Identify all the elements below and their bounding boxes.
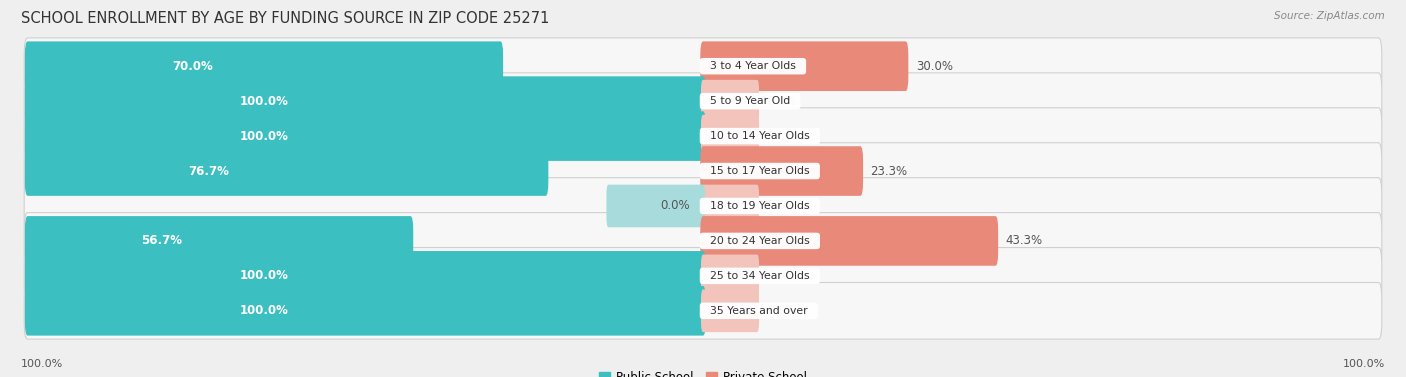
FancyBboxPatch shape xyxy=(702,80,759,123)
FancyBboxPatch shape xyxy=(25,76,706,126)
Text: 0.0%: 0.0% xyxy=(659,199,689,213)
FancyBboxPatch shape xyxy=(25,286,706,336)
FancyBboxPatch shape xyxy=(24,143,1382,199)
FancyBboxPatch shape xyxy=(24,178,1382,234)
Text: 43.3%: 43.3% xyxy=(1005,234,1043,247)
Text: 100.0%: 100.0% xyxy=(239,269,288,282)
Text: 0.0%: 0.0% xyxy=(768,304,797,317)
FancyBboxPatch shape xyxy=(606,185,704,227)
FancyBboxPatch shape xyxy=(25,111,706,161)
FancyBboxPatch shape xyxy=(702,254,759,297)
Text: 0.0%: 0.0% xyxy=(768,95,797,108)
Text: 100.0%: 100.0% xyxy=(239,95,288,108)
FancyBboxPatch shape xyxy=(24,108,1382,164)
Text: 70.0%: 70.0% xyxy=(173,60,214,73)
FancyBboxPatch shape xyxy=(25,146,548,196)
FancyBboxPatch shape xyxy=(24,73,1382,129)
Legend: Public School, Private School: Public School, Private School xyxy=(593,366,813,377)
Text: 18 to 19 Year Olds: 18 to 19 Year Olds xyxy=(703,201,817,211)
FancyBboxPatch shape xyxy=(700,216,998,266)
Text: 30.0%: 30.0% xyxy=(915,60,953,73)
Text: 3 to 4 Year Olds: 3 to 4 Year Olds xyxy=(703,61,803,71)
FancyBboxPatch shape xyxy=(25,41,503,91)
FancyBboxPatch shape xyxy=(700,41,908,91)
Text: 100.0%: 100.0% xyxy=(1343,359,1385,369)
Text: 10 to 14 Year Olds: 10 to 14 Year Olds xyxy=(703,131,817,141)
Text: Source: ZipAtlas.com: Source: ZipAtlas.com xyxy=(1274,11,1385,21)
Text: 20 to 24 Year Olds: 20 to 24 Year Olds xyxy=(703,236,817,246)
FancyBboxPatch shape xyxy=(24,248,1382,304)
Text: 0.0%: 0.0% xyxy=(768,199,797,213)
Text: SCHOOL ENROLLMENT BY AGE BY FUNDING SOURCE IN ZIP CODE 25271: SCHOOL ENROLLMENT BY AGE BY FUNDING SOUR… xyxy=(21,11,550,26)
FancyBboxPatch shape xyxy=(700,146,863,196)
Text: 56.7%: 56.7% xyxy=(141,234,183,247)
FancyBboxPatch shape xyxy=(24,38,1382,95)
FancyBboxPatch shape xyxy=(702,290,759,332)
FancyBboxPatch shape xyxy=(24,213,1382,269)
FancyBboxPatch shape xyxy=(25,216,413,266)
Text: 23.3%: 23.3% xyxy=(870,164,908,178)
FancyBboxPatch shape xyxy=(24,282,1382,339)
FancyBboxPatch shape xyxy=(25,251,706,301)
Text: 100.0%: 100.0% xyxy=(239,304,288,317)
Text: 25 to 34 Year Olds: 25 to 34 Year Olds xyxy=(703,271,817,281)
Text: 5 to 9 Year Old: 5 to 9 Year Old xyxy=(703,96,797,106)
Text: 0.0%: 0.0% xyxy=(768,269,797,282)
Text: 100.0%: 100.0% xyxy=(21,359,63,369)
Text: 0.0%: 0.0% xyxy=(768,130,797,143)
FancyBboxPatch shape xyxy=(702,115,759,158)
Text: 76.7%: 76.7% xyxy=(188,164,229,178)
Text: 100.0%: 100.0% xyxy=(239,130,288,143)
FancyBboxPatch shape xyxy=(702,185,759,227)
Text: 15 to 17 Year Olds: 15 to 17 Year Olds xyxy=(703,166,817,176)
Text: 35 Years and over: 35 Years and over xyxy=(703,306,814,316)
